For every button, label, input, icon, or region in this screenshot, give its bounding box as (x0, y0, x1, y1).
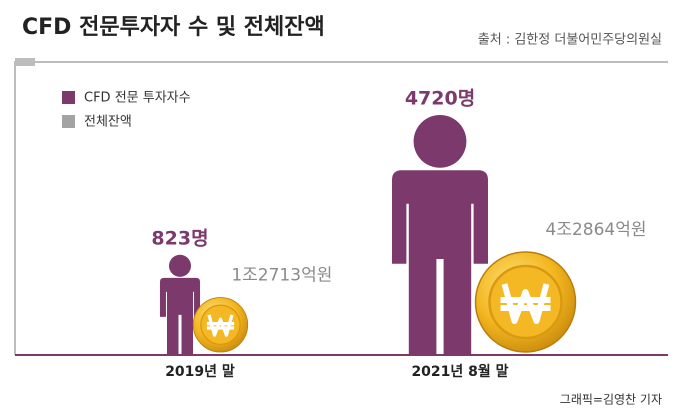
x-tick-label: 2019년 말 (165, 364, 235, 380)
person-head (413, 115, 467, 168)
person (392, 115, 488, 355)
coin (474, 251, 577, 353)
person (159, 254, 201, 355)
person-body (159, 277, 201, 355)
legend-label: 전체잔액 (84, 115, 132, 130)
value-label: 1조2713억원 (231, 266, 332, 286)
won-sign (206, 314, 235, 337)
frame-corner (15, 58, 35, 66)
won-sign (500, 283, 551, 324)
value-label: 4조2864억원 (546, 220, 647, 240)
value-label: 4720명 (405, 88, 475, 110)
legend-swatch (62, 115, 75, 128)
legend-swatch (62, 91, 75, 104)
coin (192, 297, 249, 353)
x-tick-label: 2021년 8월 말 (411, 363, 508, 380)
person-body (392, 170, 488, 355)
source: 출처 : 김한정 더불어민주당의원실 (478, 33, 662, 48)
value-label: 823명 (151, 227, 208, 249)
credit: 그래픽=김영찬 기자 (560, 392, 662, 407)
chart-title: CFD 전문투자자 수 및 전체잔액 (22, 15, 325, 40)
legend-label: CFD 전문 투자자수 (84, 91, 191, 106)
person-head (168, 254, 192, 277)
